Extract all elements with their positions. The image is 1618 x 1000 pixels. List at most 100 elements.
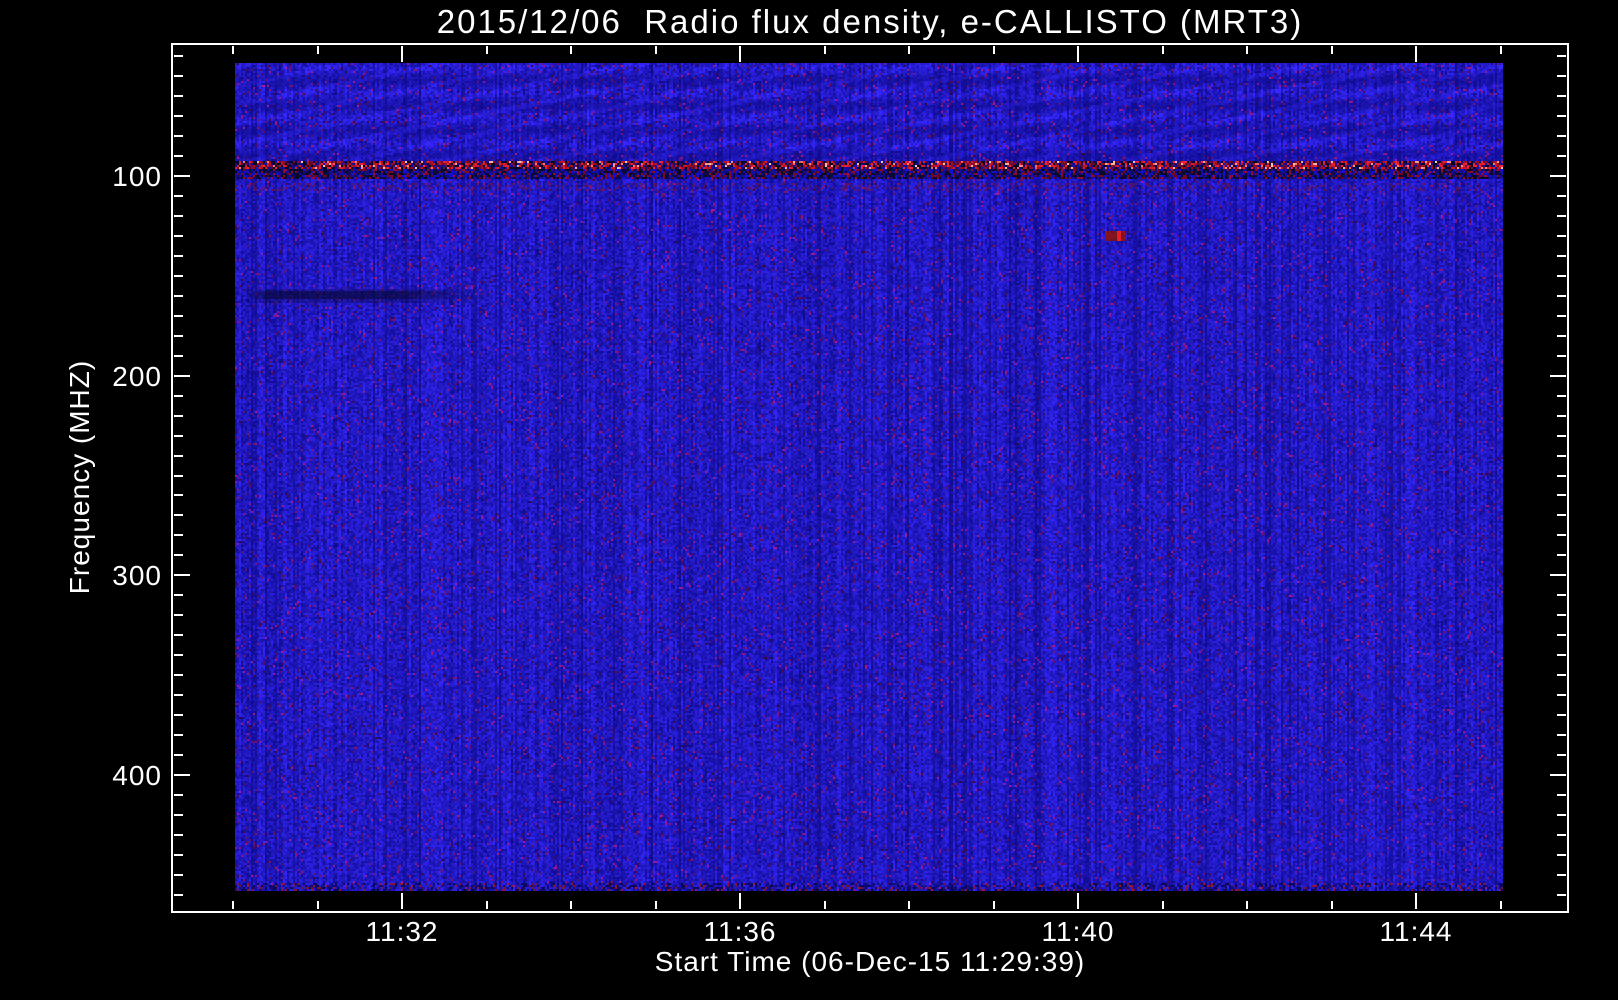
y-minor-tick bbox=[174, 314, 183, 317]
y-minor-tick-right bbox=[1557, 694, 1566, 697]
y-minor-tick-right bbox=[1557, 155, 1566, 158]
x-minor-tick-top bbox=[1330, 46, 1333, 54]
y-minor-tick bbox=[174, 873, 183, 876]
x-minor-tick-top bbox=[823, 46, 826, 54]
x-minor-tick bbox=[908, 901, 910, 909]
y-major-tick bbox=[174, 175, 190, 177]
y-minor-tick bbox=[174, 534, 183, 537]
x-major-tick bbox=[739, 893, 741, 909]
y-major-tick-right bbox=[1550, 175, 1566, 177]
y-minor-tick-right bbox=[1557, 813, 1566, 816]
y-minor-tick-right bbox=[1557, 194, 1566, 197]
y-minor-tick-right bbox=[1557, 254, 1566, 257]
x-major-tick bbox=[1415, 893, 1417, 909]
y-minor-tick bbox=[174, 55, 183, 58]
y-minor-tick-right bbox=[1557, 514, 1566, 517]
x-minor-tick-top bbox=[232, 46, 234, 54]
y-minor-tick bbox=[174, 554, 183, 557]
y-minor-tick-right bbox=[1557, 494, 1566, 497]
y-minor-tick bbox=[174, 194, 183, 197]
y-minor-tick bbox=[174, 694, 183, 697]
y-minor-tick bbox=[174, 234, 183, 237]
y-minor-tick-right bbox=[1557, 873, 1566, 876]
y-minor-tick bbox=[174, 274, 183, 277]
y-minor-tick bbox=[174, 734, 183, 737]
y-minor-tick-right bbox=[1557, 135, 1566, 138]
x-major-tick bbox=[401, 893, 403, 909]
x-tick-label: 11:32 bbox=[365, 916, 439, 947]
y-tick-label: 200 bbox=[112, 360, 162, 392]
x-minor-tick-top bbox=[1161, 46, 1164, 54]
plot-frame bbox=[171, 43, 1569, 913]
y-minor-tick bbox=[174, 634, 183, 637]
y-minor-tick bbox=[174, 354, 183, 357]
y-minor-tick-right bbox=[1557, 234, 1566, 237]
x-minor-tick-top bbox=[908, 46, 910, 54]
x-major-tick-top bbox=[401, 46, 403, 62]
y-minor-tick-right bbox=[1557, 853, 1566, 856]
y-minor-tick bbox=[174, 434, 183, 437]
x-minor-tick-top bbox=[654, 46, 657, 54]
x-minor-tick bbox=[992, 901, 995, 909]
y-minor-tick bbox=[174, 95, 183, 98]
x-minor-tick bbox=[823, 901, 826, 909]
y-minor-tick-right bbox=[1557, 115, 1566, 118]
y-minor-tick-right bbox=[1557, 214, 1566, 217]
y-minor-tick-right bbox=[1557, 654, 1566, 657]
y-minor-tick bbox=[174, 474, 183, 477]
y-minor-tick bbox=[174, 155, 183, 158]
y-minor-tick bbox=[174, 674, 183, 677]
y-minor-tick-right bbox=[1557, 55, 1566, 58]
y-minor-tick-right bbox=[1557, 394, 1566, 397]
x-minor-tick bbox=[654, 901, 657, 909]
x-minor-tick-top bbox=[992, 46, 995, 54]
y-major-tick bbox=[174, 374, 190, 377]
x-major-tick bbox=[1077, 893, 1079, 909]
y-minor-tick bbox=[174, 294, 183, 297]
x-major-tick-top bbox=[1415, 46, 1417, 62]
y-minor-tick bbox=[174, 334, 183, 337]
y-minor-tick-right bbox=[1557, 454, 1566, 457]
y-tick-label: 100 bbox=[112, 161, 162, 192]
y-minor-tick bbox=[174, 793, 183, 796]
y-minor-tick-right bbox=[1557, 714, 1566, 717]
y-minor-tick-right bbox=[1557, 893, 1566, 896]
x-minor-tick-top bbox=[1499, 46, 1502, 54]
x-minor-tick bbox=[1499, 901, 1502, 909]
y-minor-tick-right bbox=[1557, 614, 1566, 617]
x-minor-tick bbox=[1246, 901, 1248, 909]
x-minor-tick-top bbox=[485, 46, 488, 54]
y-minor-tick-right bbox=[1557, 314, 1566, 317]
y-minor-tick bbox=[174, 833, 183, 836]
y-minor-tick-right bbox=[1557, 634, 1566, 637]
y-minor-tick bbox=[174, 414, 183, 417]
y-minor-tick-right bbox=[1557, 833, 1566, 836]
y-minor-tick bbox=[174, 135, 183, 138]
y-major-tick-right bbox=[1550, 774, 1566, 776]
x-minor-tick bbox=[485, 901, 488, 909]
y-tick-label: 300 bbox=[112, 560, 162, 592]
x-minor-tick bbox=[316, 901, 319, 909]
y-minor-tick-right bbox=[1557, 474, 1566, 477]
y-minor-tick-right bbox=[1557, 95, 1566, 98]
y-minor-tick bbox=[174, 394, 183, 397]
y-minor-tick-right bbox=[1557, 734, 1566, 737]
x-axis-label: Start Time (06-Dec-15 11:29:39) bbox=[654, 946, 1086, 977]
y-minor-tick bbox=[174, 853, 183, 856]
y-major-tick-right bbox=[1550, 374, 1566, 377]
y-minor-tick bbox=[174, 714, 183, 717]
y-minor-tick-right bbox=[1557, 434, 1566, 437]
y-minor-tick-right bbox=[1557, 75, 1566, 78]
y-axis-label: Frequency (MHZ) bbox=[64, 359, 95, 595]
y-minor-tick bbox=[174, 454, 183, 457]
y-minor-tick-right bbox=[1557, 534, 1566, 537]
y-minor-tick-right bbox=[1557, 274, 1566, 277]
y-minor-tick bbox=[174, 75, 183, 78]
y-minor-tick bbox=[174, 654, 183, 657]
x-tick-label: 11:40 bbox=[1041, 916, 1115, 947]
y-minor-tick bbox=[174, 594, 183, 597]
chart-title: 2015/12/06 Radio flux density, e-CALLIST… bbox=[436, 3, 1304, 40]
y-minor-tick-right bbox=[1557, 414, 1566, 417]
y-minor-tick-right bbox=[1557, 674, 1566, 677]
